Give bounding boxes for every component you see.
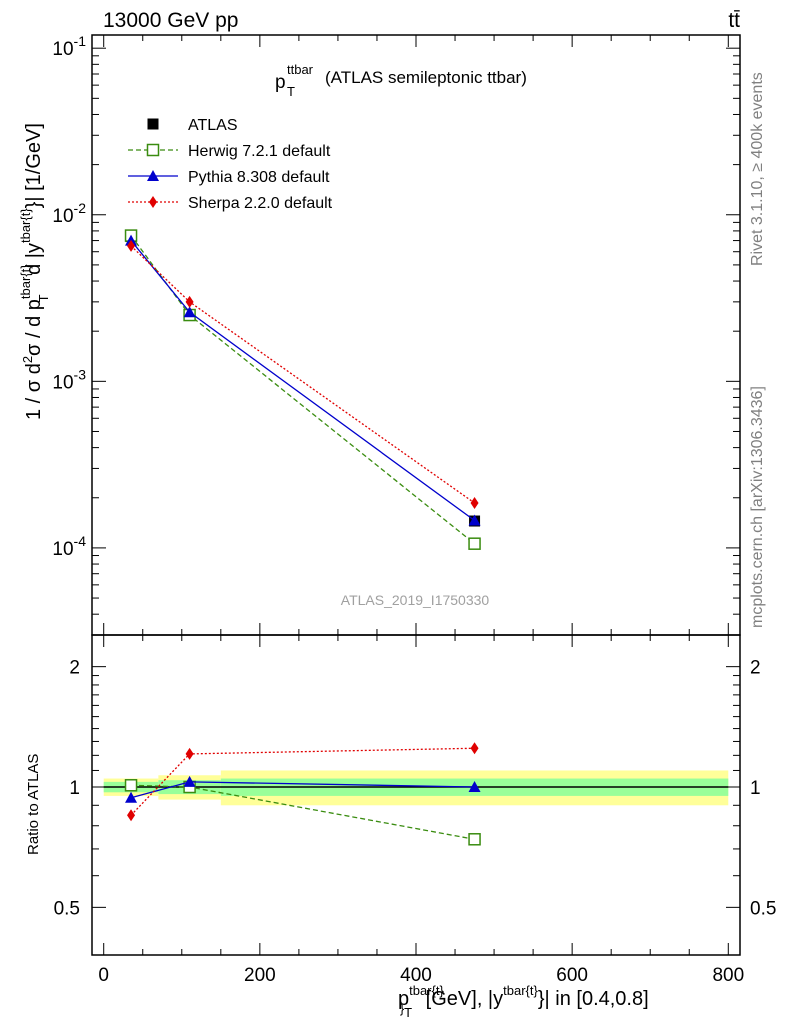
legend-herwig-marker (146, 143, 160, 157)
y-tick-label-ratio-right: 0.5 (750, 898, 776, 919)
ratio-herwig-point (124, 779, 138, 792)
main-herwig-point (468, 537, 481, 550)
header-left-text: 13000 GeV pp (103, 9, 238, 32)
legend-herwig-label: Herwig 7.2.1 default (188, 143, 331, 160)
main-pythia-point (468, 514, 481, 526)
x-axis-label: ptbar{t}}T [GeV], |ytbar{t}}| in [0.4,0.… (398, 983, 649, 1020)
y-tick-label-ratio: 0.5 (54, 898, 80, 919)
axis-ticks: 0 200 400 600 800 10-4 10-3 10-2 10-1 0.5 0.5 1 1 2 2 (52, 33, 776, 986)
svg-text:1 / σ d2σ / d ptbar{t}T d |ytb: 1 / σ d2σ / d ptbar{t} T d |ytbar{t}}| [1… (18, 123, 51, 420)
legend-atlas-label: ATLAS (188, 117, 238, 134)
ratio-pythia-point (125, 791, 138, 803)
main-pythia-point (183, 306, 196, 318)
ratio-pythia-point (183, 775, 196, 787)
legend-pythia-marker (147, 170, 159, 181)
plot-title: p ttbar T (ATLAS semileptonic ttbar) (275, 62, 527, 99)
rivet-label: Rivet 3.1.10, ≥ 400k events (749, 72, 766, 266)
svg-text:p: p (275, 72, 286, 93)
y-tick-label-main: 10-2 (52, 200, 86, 227)
y-tick-label-ratio: 2 (69, 658, 80, 679)
legend-sherpa-marker (149, 196, 157, 208)
header-right-text: tt̄ (728, 9, 740, 32)
plot-title-sup: ttbar (287, 62, 314, 77)
y-axis-label-ratio: Ratio to ATLAS (25, 754, 42, 855)
ratio-herwig-point (468, 833, 481, 846)
ratio-series-group (124, 742, 481, 846)
main-sherpa-point (127, 239, 136, 252)
y-tick-label-main: 10-1 (52, 33, 86, 60)
plot-title-sub: T (287, 84, 295, 99)
main-series-group (124, 229, 481, 550)
analysis-label: ATLAS_2019_I1750330 (341, 592, 490, 608)
x-tick-label: 600 (556, 965, 588, 986)
main-sherpa-line (130, 245, 475, 504)
y-tick-label-main: 10-3 (52, 366, 86, 393)
y-tick-label-ratio-right: 1 (750, 778, 761, 799)
plot-title-main: p (275, 72, 286, 93)
ratio-pythia-point (468, 781, 481, 793)
main-pythia-line (130, 240, 475, 522)
y-tick-label-ratio: 1 (69, 778, 80, 799)
x-tick-label: 400 (400, 965, 432, 986)
ratio-sherpa-point (470, 742, 479, 755)
legend-sherpa-label: Sherpa 2.2.0 default (188, 195, 333, 212)
legend-atlas-marker (147, 118, 159, 130)
x-tick-label: 200 (244, 965, 276, 986)
legend: ATLAS Herwig 7.2.1 default Pythia 8.308 de… (128, 117, 333, 212)
ratio-sherpa-point (127, 809, 136, 822)
y-tick-label-main: 10-4 (52, 533, 86, 560)
y-tick-label-ratio-right: 2 (750, 658, 761, 679)
legend-pythia-label: Pythia 8.308 default (188, 169, 330, 186)
mcplots-label: mcplots.cern.ch [arXiv:1306.3436] (749, 386, 766, 628)
svg-text:ptbar{t}}T [GeV], |ytbar{t}}|: ptbar{t}}T [GeV], |ytbar{t}}| in [0.4,0.… (398, 983, 649, 1020)
main-sherpa-point (185, 295, 194, 308)
plot-title-rest: (ATLAS semileptonic ttbar) (325, 68, 527, 87)
main-herwig-line (130, 235, 475, 545)
main-sherpa-point (470, 497, 479, 510)
y-axis-label-main: 1 / σ d2σ / d ptbar{t} T d |ytbar{t}}| [1… (18, 123, 51, 420)
ratio-sherpa-point (185, 747, 194, 760)
x-tick-label: 800 (712, 965, 744, 986)
x-tick-label: 0 (98, 965, 109, 986)
